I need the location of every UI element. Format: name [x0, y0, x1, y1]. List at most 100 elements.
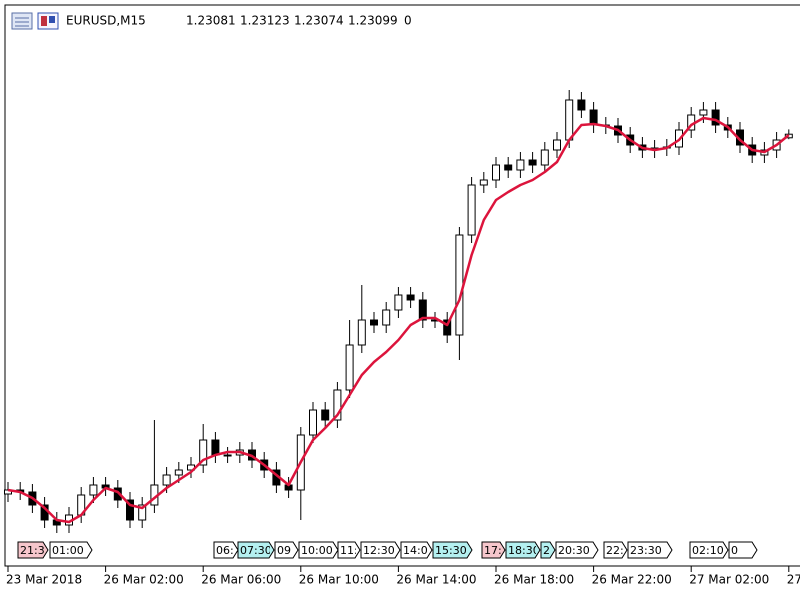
- candle-body: [309, 409, 317, 436]
- session-tag-box: [555, 541, 599, 559]
- session-tag-box: [360, 541, 401, 559]
- session-tag-label: 02:10: [692, 544, 724, 557]
- session-tag[interactable]: 14:00: [400, 541, 435, 559]
- session-tag[interactable]: 09: [274, 541, 299, 559]
- session-tag-label: 21:3: [20, 544, 45, 557]
- session-tag-box: [481, 541, 506, 559]
- session-tag-box: [274, 541, 299, 559]
- session-tag[interactable]: 2: [540, 541, 556, 559]
- session-tag-box: [298, 541, 339, 559]
- candle-body: [418, 299, 427, 321]
- icon-bars[interactable]: [11, 12, 33, 30]
- session-tag-box: [213, 541, 239, 559]
- session-tag-box: [689, 541, 729, 559]
- session-tag[interactable]: 11:: [337, 541, 361, 559]
- session-tag[interactable]: 18:30: [505, 541, 541, 559]
- session-tag-label: 01:00: [52, 544, 84, 557]
- candle-body: [406, 294, 415, 301]
- x-tick-label: 26 Mar 14:00: [396, 573, 476, 587]
- session-tag[interactable]: 10:00: [298, 541, 339, 559]
- candle-body: [382, 309, 391, 326]
- candle-body: [89, 484, 98, 496]
- icon-part: [49, 16, 55, 23]
- candle-body: [528, 159, 537, 166]
- x-tick-label: 23 Mar 2018: [6, 573, 82, 587]
- candle-body: [467, 184, 476, 236]
- session-tag[interactable]: 20:30: [555, 541, 599, 559]
- chart-frame: [4, 4, 800, 567]
- candle-body: [321, 409, 330, 421]
- session-tag-box: [603, 541, 628, 559]
- x-tick-label: 27 Mar 06:00: [787, 573, 800, 587]
- session-tag-label: 09: [277, 544, 291, 557]
- session-tag[interactable]: 17:: [481, 541, 506, 559]
- candle-body: [199, 439, 208, 466]
- header-value: 0: [404, 14, 412, 28]
- candle-body: [394, 294, 403, 311]
- window-icons[interactable]: [11, 12, 59, 30]
- x-tick-label: 26 Mar 18:00: [494, 573, 574, 587]
- session-tag-box: [728, 541, 758, 559]
- session-tag[interactable]: 02:10: [689, 541, 729, 559]
- candle-body: [211, 439, 220, 456]
- candle-body: [553, 139, 561, 151]
- session-tag-box: [627, 541, 673, 559]
- session-tag-label: 10:00: [301, 544, 333, 557]
- session-tag-label: 14:00: [403, 544, 435, 557]
- candle-body: [711, 109, 720, 126]
- session-tag[interactable]: 21:3: [17, 541, 49, 559]
- header-price: 1.23123: [240, 14, 290, 28]
- session-tag[interactable]: 23:30: [627, 541, 673, 559]
- header-price: 1.23099: [348, 14, 398, 28]
- header-price: 1.23081: [186, 14, 236, 28]
- x-tick-label: 26 Mar 22:00: [592, 573, 672, 587]
- candle-body: [577, 99, 586, 111]
- candle-body: [565, 99, 574, 141]
- session-tag-label: 11:: [340, 544, 358, 557]
- session-tag-label: 0: [731, 544, 738, 557]
- candle-body: [516, 159, 525, 171]
- x-tick-label: 26 Mar 10:00: [299, 573, 379, 587]
- session-tag-box: [49, 541, 93, 559]
- session-tag-box: [237, 541, 275, 559]
- candle-body: [455, 234, 464, 336]
- session-tag[interactable]: 15:30: [432, 541, 473, 559]
- session-tag-box: [540, 541, 556, 559]
- candle-body: [504, 164, 513, 171]
- session-tag-label: 23:30: [630, 544, 662, 557]
- candle-body: [126, 499, 134, 521]
- session-tag-box: [400, 541, 433, 559]
- session-tag[interactable]: 22:: [603, 541, 628, 559]
- candle-body: [333, 389, 342, 421]
- session-tag[interactable]: 06:: [213, 541, 239, 559]
- session-tag[interactable]: 0: [728, 541, 758, 559]
- icon-part: [41, 16, 47, 26]
- candle-body: [345, 344, 354, 391]
- session-tag-box: [505, 541, 541, 559]
- candle-body: [370, 319, 378, 326]
- session-tag-label: 12:30: [363, 544, 395, 557]
- session-tag[interactable]: 01:00: [49, 541, 93, 559]
- session-tag-label: 15:30: [435, 544, 467, 557]
- x-tick-label: 26 Mar 06:00: [201, 573, 281, 587]
- session-tag-label: 06:: [216, 544, 234, 557]
- x-tick-label: 26 Mar 02:00: [104, 573, 184, 587]
- candle-body: [357, 319, 366, 346]
- moving-average: [7, 116, 790, 524]
- session-tag[interactable]: 12:30: [360, 541, 401, 559]
- candle-body: [174, 469, 183, 476]
- symbol-title: EURUSD,M15: [66, 14, 146, 28]
- session-tag[interactable]: 07:30: [237, 541, 275, 559]
- session-tag-box: [17, 541, 49, 559]
- candle-body: [138, 504, 147, 521]
- session-tag-label: 20:30: [558, 544, 590, 557]
- candle-body: [699, 109, 708, 116]
- candle-body: [492, 164, 500, 181]
- x-tick-label: 27 Mar 02:00: [689, 573, 769, 587]
- session-tag-box: [337, 541, 361, 559]
- candle-body: [223, 454, 232, 457]
- candle-body: [162, 474, 171, 486]
- candle-body: [479, 179, 488, 186]
- session-tag-label: 17:: [484, 544, 502, 557]
